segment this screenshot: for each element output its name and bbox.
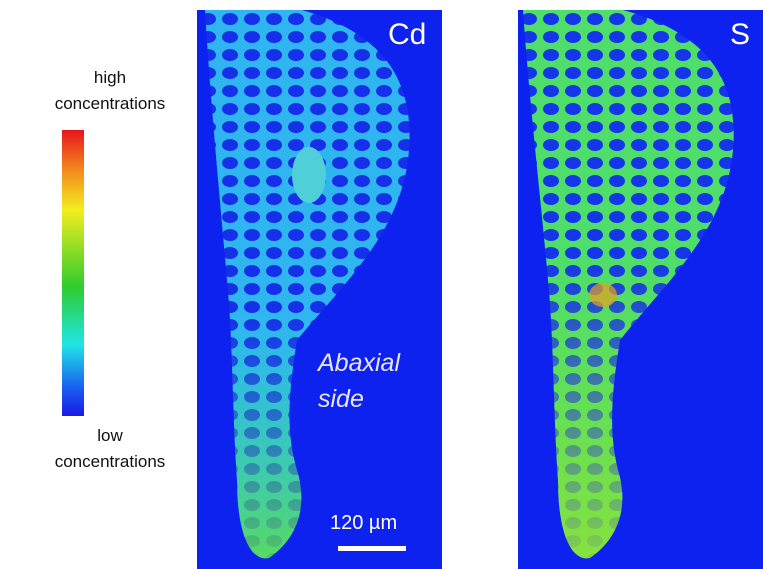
scale-bar [338, 546, 406, 551]
panel-label: Cd [388, 18, 426, 52]
annotation: Abaxial side [318, 345, 438, 417]
panel-label: S [730, 18, 750, 52]
s-map [518, 10, 763, 569]
figure: high concentrations low concentrations C… [0, 0, 763, 569]
cd-map [197, 10, 442, 569]
low-label: low concentrations [40, 423, 180, 475]
color-bar [62, 130, 84, 416]
scale-bar-label: 120 µm [330, 512, 397, 535]
high-label: high concentrations [40, 65, 180, 117]
